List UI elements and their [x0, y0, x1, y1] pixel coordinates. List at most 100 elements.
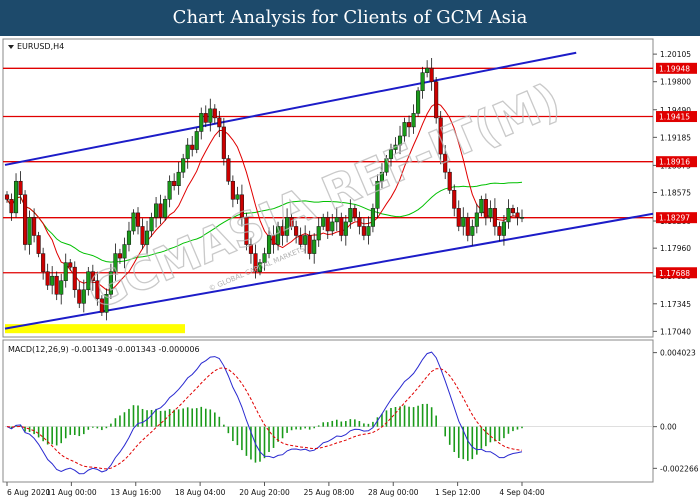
- candle-body: [488, 208, 493, 218]
- candle-body: [77, 289, 82, 304]
- price-level-tag: [656, 267, 697, 279]
- candle-body: [135, 212, 141, 227]
- candle-body: [257, 262, 263, 272]
- macd-axis-label: 0.00: [660, 423, 677, 432]
- candle-body: [190, 144, 195, 150]
- candle-body: [447, 171, 452, 191]
- candle-body: [226, 158, 231, 182]
- macd-plot-frame: [2, 339, 654, 483]
- candle-body: [113, 253, 118, 272]
- price-axis-label: 1.17040: [660, 327, 691, 336]
- candle-body: [23, 194, 28, 245]
- candle-body: [501, 221, 506, 236]
- price-level-tag: [656, 111, 697, 123]
- candle-body: [45, 271, 50, 286]
- candle-body: [68, 262, 73, 268]
- time-axis-label: 1 Sep 12:00: [435, 488, 481, 497]
- symbol-dropdown-icon[interactable]: [8, 45, 14, 49]
- time-axis-label: 11 Aug 00:00: [46, 488, 97, 497]
- candle-body: [321, 217, 326, 227]
- candle-body: [13, 180, 19, 214]
- trendline: [4, 51, 577, 166]
- price-level-tag-label: 1.18916: [659, 158, 690, 167]
- candle-body: [393, 144, 398, 150]
- candle-body: [117, 253, 122, 259]
- candle-body: [429, 67, 434, 82]
- candle-body: [361, 226, 366, 236]
- candle-body: [470, 226, 475, 236]
- candle-body: [72, 266, 77, 291]
- candle-body: [461, 217, 466, 227]
- candle-body: [519, 217, 525, 219]
- candle-body: [352, 208, 357, 218]
- candle-body: [248, 244, 253, 254]
- candle-body: [298, 235, 303, 245]
- candle-body: [239, 194, 244, 218]
- candle-body: [474, 212, 479, 227]
- candle-body: [32, 217, 37, 236]
- candle-body: [122, 244, 127, 259]
- price-axis-label: 1.20105: [660, 50, 691, 59]
- candle-body: [262, 253, 267, 263]
- price-axis-label: 1.18575: [660, 189, 691, 198]
- main-price-panel: [3, 51, 654, 334]
- price-level-tag-label: 1.19415: [659, 113, 690, 122]
- candle-body: [144, 230, 150, 245]
- candle-body: [443, 153, 448, 173]
- slow-moving-average-line: [6, 181, 523, 263]
- macd-label: MACD(12,26,9) -0.001349 -0.001343 -0.000…: [8, 345, 200, 354]
- candle-body: [221, 126, 226, 159]
- candle-body: [370, 208, 375, 227]
- time-axis-label: 6 Aug 2020: [7, 488, 50, 497]
- macd-axis-label: 0.004023: [660, 349, 696, 358]
- candle-body: [163, 199, 168, 218]
- macd-line: [6, 351, 523, 475]
- candle-body: [294, 226, 299, 236]
- candle-body: [9, 199, 14, 214]
- price-level-tag-label: 1.17688: [659, 269, 690, 278]
- candle-body: [456, 208, 461, 227]
- price-axis-label: 1.19490: [660, 106, 691, 115]
- candle-body: [285, 217, 290, 236]
- candle-body: [158, 203, 163, 218]
- price-chart[interactable]: 1.201051.198001.194901.191851.188751.185…: [0, 36, 700, 500]
- candle-body: [483, 199, 488, 218]
- candle-body: [99, 298, 104, 313]
- candle-body: [402, 122, 407, 137]
- candle-body: [253, 253, 258, 272]
- candle-body: [181, 158, 186, 173]
- trendline: [4, 212, 654, 330]
- macd-signal-line: [6, 367, 523, 470]
- candle-body: [510, 208, 516, 214]
- price-level-tag: [656, 156, 697, 168]
- candle-body: [416, 90, 421, 114]
- candle-body: [81, 289, 86, 304]
- candle-body: [397, 135, 403, 146]
- candle-body: [59, 280, 64, 295]
- candle-body: [379, 171, 385, 182]
- price-level-tag: [656, 212, 697, 224]
- candle-body: [217, 117, 222, 128]
- candle-body: [126, 230, 132, 245]
- candle-body: [438, 117, 443, 155]
- macd-axis-label: -0.002266: [660, 464, 699, 473]
- time-axis-label: 28 Aug 00:00: [368, 488, 419, 497]
- candle-body: [230, 180, 235, 200]
- candle-body: [357, 217, 362, 227]
- candle-body: [212, 108, 217, 119]
- candle-body: [244, 217, 249, 245]
- candle-body: [104, 294, 109, 313]
- candle-body: [266, 235, 272, 254]
- price-level-tag: [656, 62, 697, 74]
- candle-body: [366, 226, 371, 236]
- candle-body: [420, 72, 425, 92]
- candle-body: [176, 171, 181, 186]
- candle-body: [63, 262, 68, 281]
- candle-body: [185, 144, 190, 159]
- candle-body: [140, 226, 145, 245]
- candle-body: [27, 217, 32, 245]
- time-axis-label: 13 Aug 16:00: [110, 488, 161, 497]
- candle-body: [339, 217, 344, 236]
- price-axis-label: 1.17960: [660, 244, 691, 253]
- candle-body: [492, 208, 497, 227]
